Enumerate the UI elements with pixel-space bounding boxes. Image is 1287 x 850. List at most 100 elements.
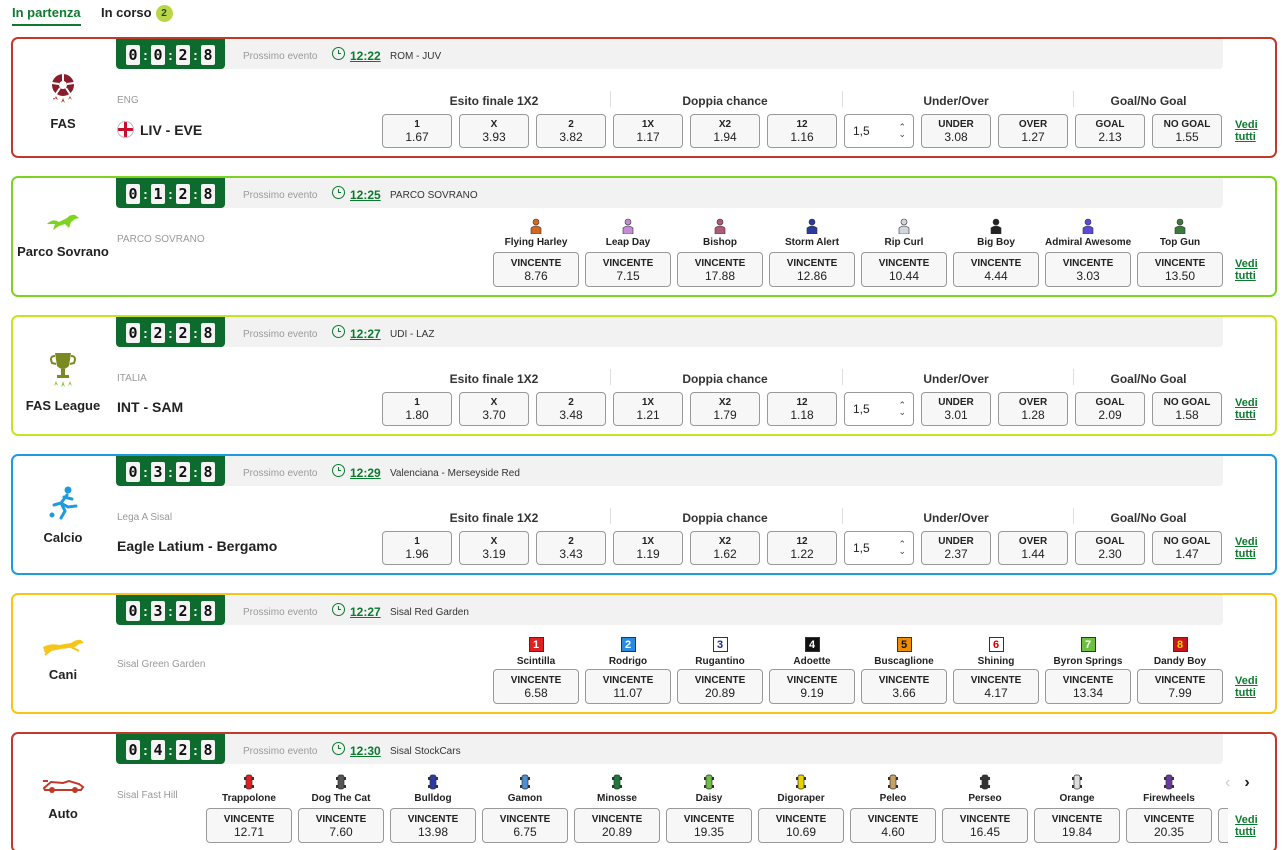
chevron-left-icon[interactable]: ‹ [1225,774,1231,791]
odds-button[interactable]: 1X 1.17 [613,114,683,148]
odds-value: 12.86 [796,269,828,283]
next-event-time[interactable]: 12:30 [350,744,381,758]
threshold-select[interactable]: 1,5 ⌃ ⌄ [844,392,914,426]
tab-in-corso[interactable]: In corso 2 [101,5,173,22]
odds-button[interactable]: X2 1.62 [690,531,760,565]
sport-block[interactable]: Parco Sovrano [13,208,113,260]
winner-odds-button[interactable]: VINCENTE 4.17 [953,669,1039,704]
odds-label: VINCENTE [1062,258,1114,269]
odds-label: VINCENTE [591,814,643,825]
timer-digit: 0 [126,601,140,621]
see-all-link[interactable]: Vedi tutti [1235,397,1258,421]
see-all-link[interactable]: Vedi tutti [1235,119,1258,143]
odds-button[interactable]: X 3.70 [459,392,529,426]
winner-odds-button[interactable]: VINCENTE 19.35 [666,808,752,843]
winner-odds-button[interactable]: VINCENTE 6.75 [482,808,568,843]
winner-odds-button[interactable]: VINCENTE 10.44 [861,252,947,287]
threshold-select[interactable]: 1,5 ⌃ ⌄ [844,531,914,565]
winner-odds-button[interactable]: VINCENTE 13.98 [390,808,476,843]
odds-button[interactable]: 1 1.80 [382,392,452,426]
odds-button[interactable]: 2 3.82 [536,114,606,148]
winner-odds-button[interactable]: VINCENTE 11.07 [585,669,671,704]
sport-block[interactable]: Calcio [13,486,113,546]
odds-button[interactable]: 2 3.48 [536,392,606,426]
next-event-name: Valenciana - Merseyside Red [390,468,520,479]
odds-button[interactable]: OVER 1.28 [998,392,1068,426]
odds-button[interactable]: X2 1.94 [690,114,760,148]
winner-odds-button[interactable]: VINCENTE 7.60 [298,808,384,843]
odds-button[interactable]: 1X 1.21 [613,392,683,426]
see-all-link[interactable]: Vedi tutti [1235,814,1258,838]
sport-block[interactable]: Auto [13,774,113,822]
winner-odds-button[interactable]: VINCENTE 6.58 [493,669,579,704]
odds-button[interactable]: OVER 1.27 [998,114,1068,148]
next-event-time[interactable]: 12:25 [350,188,381,202]
match-teams: INT - SAM [117,399,184,415]
winner-odds-button[interactable]: VINCENTE 9.19 [769,669,855,704]
winner-odds-button[interactable]: VINCENTE 17.88 [677,252,763,287]
odds-button[interactable]: NO GOAL 1.55 [1152,114,1222,148]
odds-button[interactable]: NO GOAL 1.58 [1152,392,1222,426]
winner-odds-button[interactable]: VINCENTE 3.03 [1045,252,1131,287]
see-all-link[interactable]: Vedi tutti [1235,675,1258,699]
odds-button[interactable]: GOAL 2.13 [1075,114,1145,148]
see-all-link[interactable]: Vedi tutti [1235,536,1258,560]
winner-odds-button[interactable]: VINCENTE 20.89 [574,808,660,843]
threshold-select[interactable]: 1,5 ⌃ ⌄ [844,114,914,148]
winner-odds-button[interactable]: VINCENTE 7.99 [1137,669,1223,704]
winner-odds-button[interactable]: VINCENTE 12.71 [206,808,292,843]
next-event-time[interactable]: 12:27 [350,327,381,341]
next-event-time[interactable]: 12:22 [350,49,381,63]
match-name[interactable]: LIV - EVE [117,121,202,138]
chevron-right-icon[interactable]: › [1244,774,1250,791]
winner-odds-button[interactable]: VINCENTE 16.45 [942,808,1028,843]
odds-button[interactable]: 12 1.18 [767,392,837,426]
winner-odds-button[interactable]: VINCENTE 4.60 [850,808,936,843]
next-event-time[interactable]: 12:29 [350,466,381,480]
winner-odds-button[interactable]: VINCENTE 13.34 [1045,669,1131,704]
odds-button[interactable]: UNDER 3.01 [921,392,991,426]
odds-button[interactable]: OVER 1.44 [998,531,1068,565]
card-header-bar [116,456,1223,486]
odds-button[interactable]: X2 1.79 [690,392,760,426]
odds-button[interactable]: 1X 1.19 [613,531,683,565]
odds-value: 1.96 [405,547,429,561]
next-event-name: UDI - LAZ [390,329,435,340]
sport-block[interactable]: Cani [13,635,113,683]
winner-odds-button[interactable]: VINCENTE 19.84 [1034,808,1120,843]
odds-button[interactable]: 1 1.67 [382,114,452,148]
winner-odds-button[interactable]: VINCENTE 12.86 [769,252,855,287]
odds-value: 2.13 [1098,130,1122,144]
winner-odds-button[interactable]: VINCENTE 3.66 [861,669,947,704]
winner-odds-button[interactable]: VINCENTE 13.50 [1137,252,1223,287]
odds-button[interactable]: GOAL 2.09 [1075,392,1145,426]
winner-odds-button[interactable]: VINCENTE 20.89 [677,669,763,704]
winner-odds-button[interactable]: VINCENTE 8.76 [493,252,579,287]
sport-block[interactable]: FAS League [13,350,113,414]
odds-button[interactable]: 12 1.22 [767,531,837,565]
match-name[interactable]: INT - SAM [117,399,183,415]
odds-button[interactable]: X 3.93 [459,114,529,148]
market-group-title: Doppia chance [682,511,768,525]
odds-button[interactable]: UNDER 2.37 [921,531,991,565]
odds-button[interactable]: GOAL 2.30 [1075,531,1145,565]
next-event-time[interactable]: 12:27 [350,605,381,619]
odds-button[interactable]: UNDER 3.08 [921,114,991,148]
odds-button[interactable]: 2 3.43 [536,531,606,565]
winner-odds-button[interactable]: VINCENTE 10.69 [758,808,844,843]
odds-label: 2 [568,536,574,547]
see-all-link[interactable]: Vedi tutti [1235,258,1258,282]
runner: 7 Byron Springs [1045,635,1131,668]
odds-button[interactable]: 12 1.16 [767,114,837,148]
odds-button[interactable]: 1 1.96 [382,531,452,565]
sport-block[interactable]: FAS [13,72,113,132]
greyhound-icon [13,635,113,662]
winner-odds-button[interactable]: VINCENTE 20.35 [1126,808,1212,843]
odds-button[interactable]: X 3.19 [459,531,529,565]
odds-button[interactable]: NO GOAL 1.47 [1152,531,1222,565]
horse-icon [13,208,113,239]
tab-in-partenza[interactable]: In partenza [12,5,81,26]
match-name[interactable]: Eagle Latium - Bergamo [117,538,277,554]
winner-odds-button[interactable]: VINCENTE 4.44 [953,252,1039,287]
winner-odds-button[interactable]: VINCENTE 7.15 [585,252,671,287]
